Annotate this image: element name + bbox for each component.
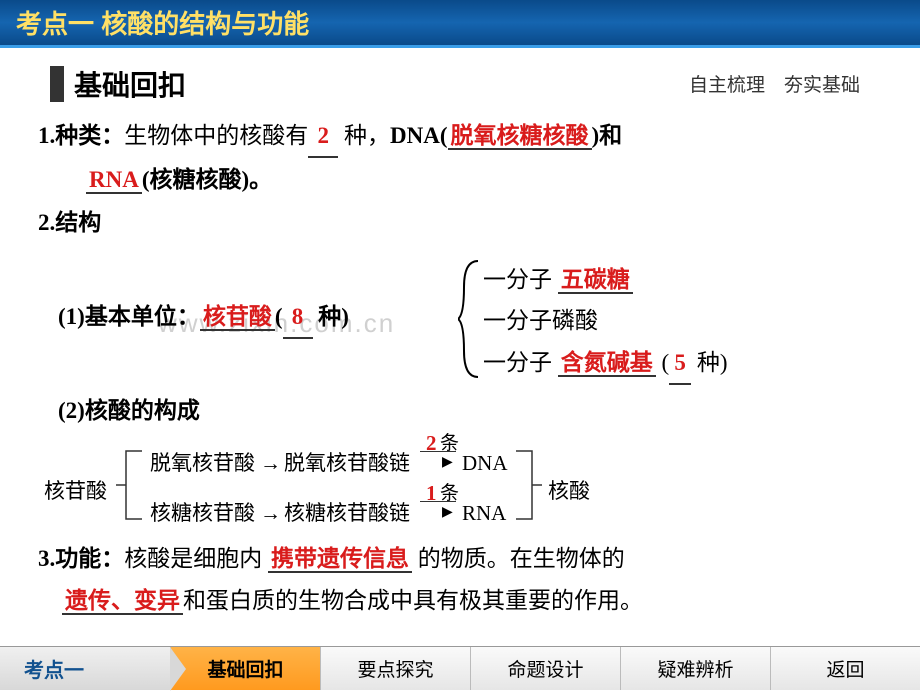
- p1-label: 1.种类：: [38, 123, 124, 148]
- arrow-icon: →: [260, 495, 281, 532]
- p3-blank1: 携带遗传信息: [271, 546, 409, 571]
- section-title: 基础回扣: [74, 64, 186, 104]
- unit-blank1: 核苷酸: [203, 304, 272, 329]
- body-text: 1.种类：生物体中的核酸有2 种，DNA(脱氧核糖核酸)和 RNA(核糖核酸)。…: [30, 116, 890, 622]
- nav-item-basics[interactable]: 基础回扣: [170, 647, 320, 690]
- p3-t3: 和蛋白质的生物合成中具有极其重要的作用。: [183, 588, 643, 613]
- bottom-nav: 考点一 基础回扣 要点探究 命题设计 疑难辨析 返回: [0, 646, 920, 690]
- item-a3: 一分子 含氮碱基 (5 种): [483, 342, 728, 385]
- p1-blank2: 脱氧核糖核酸: [451, 123, 589, 148]
- p2-label: 2.结构: [38, 210, 101, 235]
- paragraph-1: 1.种类：生物体中的核酸有 2 种，DNA(脱氧核糖核酸)和: [38, 116, 882, 158]
- structure-unit: www.zixin.com.cn (1)基本单位：核苷酸(8 种) 一分子 五碳…: [38, 253, 882, 383]
- unit-blank2: 8: [292, 304, 304, 329]
- unit-close: 种): [313, 304, 349, 329]
- brace-icon: [458, 257, 482, 381]
- item-a2: 一分子磷酸: [483, 300, 728, 341]
- paragraph-3: 3.功能：核酸是细胞内 携带遗传信息 的物质。在生物体的: [38, 539, 882, 579]
- composition-label: (2)核酸的构成: [38, 391, 882, 431]
- r1a: 脱氧核苷酸: [150, 445, 255, 482]
- p1-blank3: RNA: [89, 167, 139, 192]
- r1u: 条: [440, 427, 459, 460]
- r2b: 核糖核苷酸链: [284, 495, 410, 532]
- right-bracket-icon: [514, 445, 542, 525]
- diag-right: 核酸: [548, 473, 590, 510]
- a3b: 含氮碱基: [561, 350, 653, 375]
- nav-item-difficult[interactable]: 疑难辨析: [620, 647, 770, 690]
- r1c: DNA: [462, 445, 508, 482]
- unit-open: (: [275, 304, 283, 329]
- content-area: 自主梳理 夯实基础 基础回扣 1.种类：生物体中的核酸有2 种，DNA(脱氧核糖…: [0, 48, 920, 622]
- unit-prefix: (1)基本单位：: [58, 304, 200, 329]
- nav-current[interactable]: 考点一: [0, 647, 170, 690]
- r2c: RNA: [462, 495, 506, 532]
- unit-left: (1)基本单位：核苷酸(8 种): [58, 297, 349, 339]
- p1-t4: (核糖核酸)。: [142, 167, 272, 192]
- p1-dna: DNA(: [390, 123, 448, 148]
- page-title: 考点一 核酸的结构与功能: [16, 4, 309, 41]
- p3-t2: 的物质。在生物体的: [412, 546, 625, 571]
- a3n: 5: [674, 350, 686, 375]
- brace-items: 一分子 五碳糖 一分子磷酸 一分子 含氮碱基 (5 种): [483, 259, 728, 385]
- r1n: 2: [426, 425, 437, 462]
- p1-t3: )和: [592, 123, 623, 148]
- p3-label: 3.功能：: [38, 546, 124, 571]
- left-bracket-icon: [116, 445, 144, 525]
- header-bar: 考点一 核酸的结构与功能: [0, 0, 920, 48]
- r1b: 脱氧核苷酸链: [284, 445, 410, 482]
- diag-left: 核苷酸: [44, 473, 107, 510]
- a1b: 五碳糖: [561, 267, 630, 292]
- p3-blank2: 遗传、变异: [65, 588, 180, 613]
- p1-t1: 生物体中的核酸有: [124, 123, 308, 148]
- subtitle: 自主梳理 夯实基础: [689, 70, 860, 97]
- r2a: 核糖核苷酸: [150, 495, 255, 532]
- p3-t1: 核酸是细胞内: [124, 546, 268, 571]
- section-mark: [50, 66, 64, 102]
- comp-label: (2)核酸的构成: [58, 398, 200, 423]
- paragraph-2: 2.结构: [38, 203, 882, 243]
- p1-t2: 种，: [338, 123, 390, 148]
- composition-diagram: 核苷酸 脱氧核苷酸 → 脱氧核苷酸链 ▶ 2 条 DNA 核糖核苷酸 → 核糖核…: [38, 437, 882, 537]
- nav-item-questions[interactable]: 命题设计: [470, 647, 620, 690]
- paragraph-1b: RNA(核糖核酸)。: [38, 160, 882, 200]
- arrow-icon: →: [260, 445, 281, 482]
- r2u: 条: [440, 477, 459, 510]
- nav-item-return[interactable]: 返回: [770, 647, 920, 690]
- r2n: 1: [426, 475, 437, 512]
- paragraph-3b: 遗传、变异和蛋白质的生物合成中具有极其重要的作用。: [38, 581, 882, 621]
- p1-blank1: 2: [318, 123, 330, 148]
- nav-item-keypoints[interactable]: 要点探究: [320, 647, 470, 690]
- item-a1: 一分子 五碳糖: [483, 259, 728, 300]
